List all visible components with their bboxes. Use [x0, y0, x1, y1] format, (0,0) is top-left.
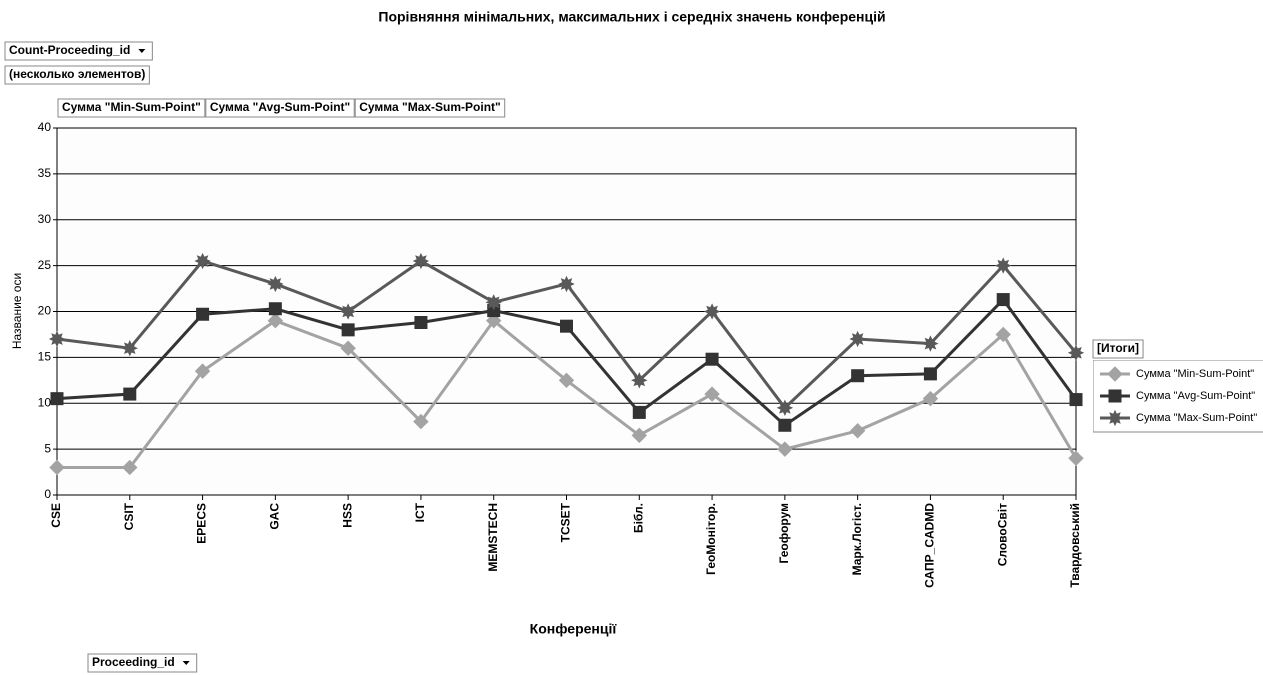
- dropdown-arrow: [138, 49, 146, 53]
- data-point: [632, 405, 646, 419]
- data-point: [1069, 393, 1083, 407]
- data-point: [851, 369, 865, 383]
- data-point: [996, 293, 1010, 307]
- series-field-button[interactable]: [57, 98, 206, 118]
- data-point: [705, 352, 719, 366]
- data-point: [922, 390, 939, 407]
- y-tick-label: 15: [38, 350, 52, 364]
- series-field-button-label: Сумма "Min-Sum-Point": [62, 100, 201, 114]
- chart-title: Порівняння мінімальних, максимальних і с…: [378, 9, 885, 25]
- x-tick-label: CSIT: [122, 502, 136, 530]
- x-axis-title: Конференції: [530, 621, 618, 637]
- y-tick-label: 30: [38, 212, 52, 226]
- x-tick-label: ГеоМонітор.: [704, 503, 718, 575]
- data-point: [414, 316, 428, 330]
- data-point: [48, 330, 66, 348]
- data-point: [268, 302, 282, 316]
- data-point: [923, 367, 937, 381]
- legend-label: Сумма "Avg-Sum-Point": [1136, 390, 1255, 402]
- x-tick-label: САПР_CADMD: [923, 503, 937, 588]
- data-point: [194, 252, 211, 270]
- data-point: [196, 307, 210, 321]
- data-point: [1068, 450, 1084, 467]
- legend-label: Сумма "Max-Sum-Point": [1136, 412, 1257, 424]
- data-point: [776, 399, 794, 416]
- data-point: [412, 252, 430, 270]
- legend-title-box: [1092, 339, 1144, 359]
- data-point: [849, 423, 866, 439]
- data-point: [339, 303, 357, 320]
- legend-marker: [1108, 389, 1122, 403]
- legend: Сумма "Min-Sum-Point" Сумма "Avg-Sum-Poin…: [1093, 360, 1263, 433]
- row-field-button[interactable]: [87, 653, 198, 673]
- series-field-button[interactable]: [205, 98, 355, 118]
- legend-label: Сумма "Min-Sum-Point": [1136, 368, 1254, 380]
- y-tick-label: 0: [44, 487, 51, 501]
- data-point: [631, 427, 647, 444]
- y-axis-title: Название оси: [10, 273, 24, 349]
- series-field-button[interactable]: [354, 98, 506, 118]
- data-point: [995, 257, 1012, 274]
- data-point: [1067, 344, 1085, 362]
- data-point: [485, 294, 502, 311]
- x-tick-label: Твардовський: [1068, 503, 1082, 588]
- data-point: [122, 459, 138, 476]
- legend-marker: [1107, 366, 1123, 382]
- x-tick-label: Марк.Логіст.: [850, 503, 864, 575]
- data-point: [194, 363, 211, 379]
- dropdown-arrow: [182, 661, 190, 665]
- x-tick-label: TCSET: [559, 502, 573, 542]
- page-filter-value-label: (несколько элементов): [9, 67, 145, 81]
- data-point: [778, 418, 792, 432]
- y-tick-label: 35: [38, 166, 52, 180]
- data-point: [849, 330, 866, 348]
- x-tick-label: MEMSTECH: [486, 503, 500, 572]
- x-tick-label: Геофорум: [777, 503, 791, 564]
- x-tick-label: GAC: [268, 503, 282, 530]
- y-tick-label: 25: [38, 258, 52, 272]
- y-tick-label: 5: [44, 441, 51, 455]
- data-point: [340, 340, 356, 356]
- row-field-button-label: Proceeding_id: [92, 655, 175, 669]
- data-point: [121, 339, 139, 357]
- data-point: [703, 303, 721, 320]
- page-filter-button[interactable]: [4, 41, 153, 61]
- data-point: [486, 312, 502, 329]
- x-tick-label: Бібл.: [631, 503, 645, 533]
- x-tick-label: EPECS: [195, 503, 209, 544]
- data-point: [558, 275, 575, 293]
- data-point: [560, 319, 573, 333]
- y-tick-label: 40: [38, 120, 52, 134]
- x-tick-label: ICT: [413, 502, 427, 522]
- data-point: [413, 413, 429, 430]
- x-tick-label: HSS: [340, 503, 354, 528]
- page-filter-value: [4, 65, 150, 85]
- data-point: [558, 372, 575, 389]
- series-field-button-label: Сумма "Avg-Sum-Point": [210, 100, 350, 114]
- legend-marker: [1106, 409, 1124, 427]
- data-point: [704, 386, 720, 402]
- data-point: [777, 441, 793, 457]
- x-tick-label: СловоСвіт: [995, 503, 1009, 566]
- series-field-button-label: Сумма "Max-Sum-Point": [359, 100, 501, 114]
- x-tick-label: CSE: [49, 503, 63, 528]
- data-point: [50, 392, 64, 406]
- legend-title: [Итоги]: [1097, 341, 1139, 355]
- data-point: [995, 326, 1011, 343]
- page-filter-button-label: Count-Proceeding_id: [9, 43, 130, 57]
- data-point: [267, 275, 284, 293]
- y-tick-label: 20: [38, 304, 52, 318]
- data-point: [123, 387, 137, 401]
- data-point: [49, 459, 65, 476]
- data-point: [341, 323, 355, 337]
- data-point: [631, 372, 648, 389]
- data-point: [922, 335, 939, 352]
- y-tick-label: 10: [38, 395, 52, 409]
- data-point: [267, 312, 284, 329]
